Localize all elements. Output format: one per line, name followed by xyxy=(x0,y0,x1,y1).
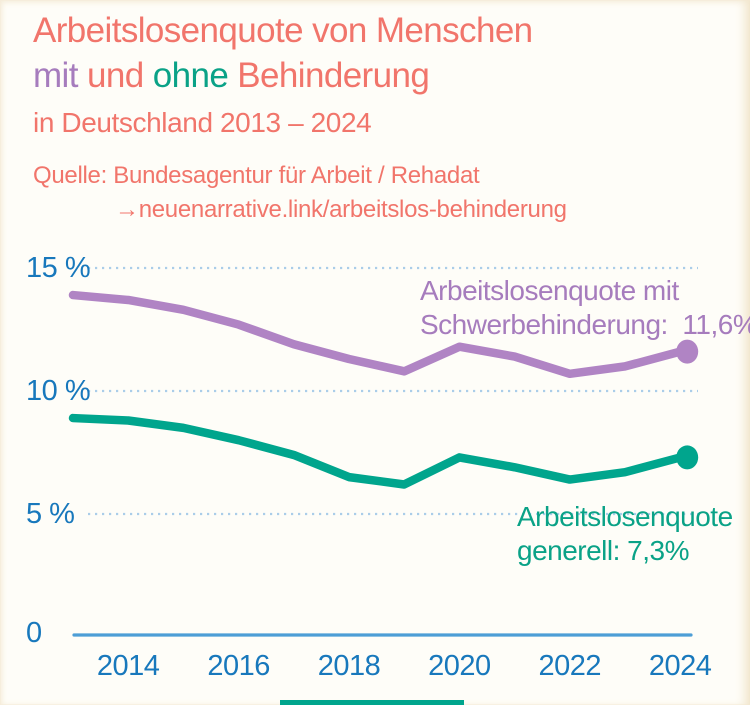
title-word-und: und xyxy=(77,56,153,95)
x-axis-label-2014: 2014 xyxy=(96,650,160,682)
y-axis-label-0: 0 xyxy=(26,617,42,649)
annotation-schwerbehinderung: Arbeitslosenquote mit Schwerbehinderung:… xyxy=(420,275,750,340)
series-end-dot-generell xyxy=(676,445,699,470)
x-axis-label-2020: 2020 xyxy=(428,650,491,682)
chart-subtitle: in Deutschland 2013 – 2024 xyxy=(33,107,372,138)
chart-title: Arbeitslosenquote von Menschen mit und o… xyxy=(33,8,733,98)
series-line-generell xyxy=(68,413,685,489)
y-axis-label-15: 15 % xyxy=(26,252,91,284)
y-axis-label-10: 10 % xyxy=(26,375,91,407)
series-end-dot-schwerbehinderung xyxy=(676,339,699,364)
title-word-ohne: ohne xyxy=(152,56,229,95)
x-axis-label-2024: 2024 xyxy=(648,650,712,682)
y-axis-label-5: 5 % xyxy=(26,498,75,530)
title-word-mit: mit xyxy=(33,56,78,95)
title-line-1: Arbeitslosenquote von Menschen xyxy=(33,11,533,50)
source-link[interactable]: →neuenarrative.link/arbeitslos-behinderu… xyxy=(115,196,567,223)
source-line: Quelle: Bundesagentur für Arbeit / Rehad… xyxy=(33,162,480,189)
bottom-accent-bar xyxy=(280,700,464,705)
x-axis-label-2022: 2022 xyxy=(538,650,602,682)
x-axis-label-2018: 2018 xyxy=(317,650,381,682)
series-line-schwerbehinderung xyxy=(68,290,685,379)
annotation-generell: Arbeitslosenquote generell: 7,3% xyxy=(517,501,733,566)
title-block: Arbeitslosenquote von Menschen mit und o… xyxy=(33,8,733,227)
title-word-behinderung: Behinderung xyxy=(228,56,430,95)
x-axis-label-2016: 2016 xyxy=(207,650,270,682)
title-line-2: mit und ohne Behinderung xyxy=(33,53,733,98)
